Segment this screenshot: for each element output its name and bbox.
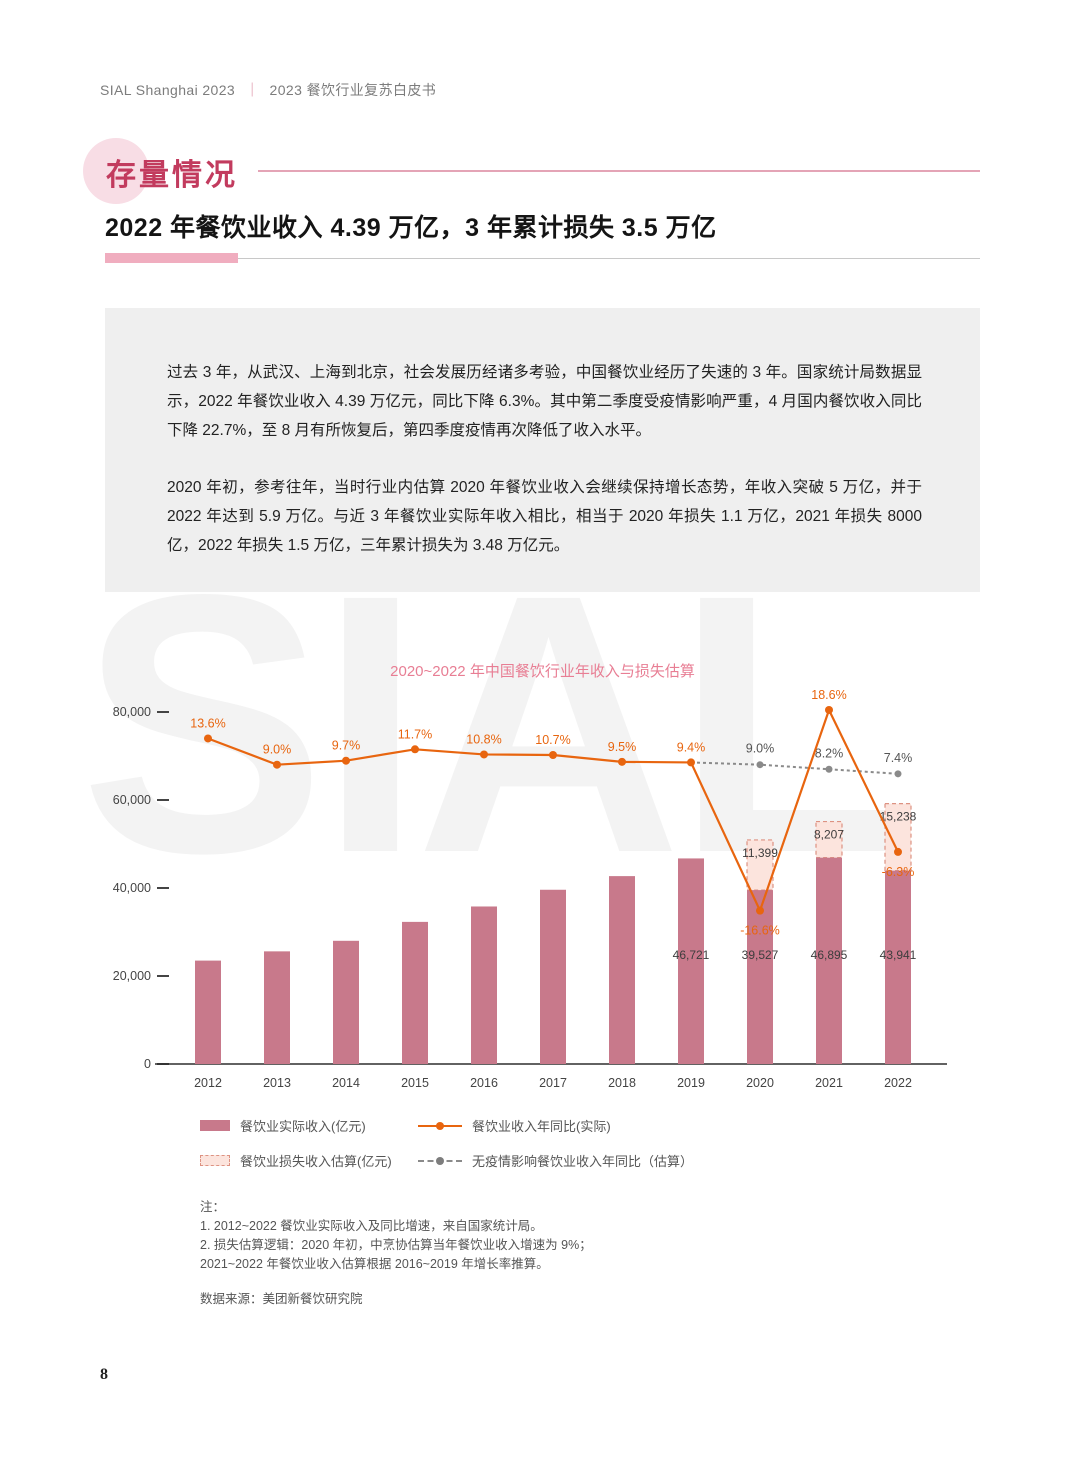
svg-text:2017: 2017 — [539, 1076, 567, 1090]
svg-text:2013: 2013 — [263, 1076, 291, 1090]
bar-swatch-icon — [200, 1120, 230, 1131]
svg-text:-16.6%: -16.6% — [740, 924, 780, 938]
svg-text:20,000: 20,000 — [113, 969, 151, 983]
svg-text:7.4%: 7.4% — [884, 751, 913, 765]
svg-text:43,941: 43,941 — [880, 948, 917, 962]
svg-text:9.7%: 9.7% — [332, 739, 361, 753]
note-line-1: 1. 2012~2022 餐饮业实际收入及同比增速，来自国家统计局。 — [200, 1219, 543, 1233]
page-header: SIAL Shanghai 2023 ｜ 2023 餐饮行业复苏白皮书 — [100, 80, 436, 100]
svg-text:8,207: 8,207 — [814, 828, 844, 842]
header-separator: ｜ — [245, 82, 260, 98]
svg-text:80,000: 80,000 — [113, 705, 151, 719]
note-line-2: 2. 损失估算逻辑：2020 年初，中烹协估算当年餐饮业收入增速为 9%； — [200, 1238, 592, 1252]
svg-text:10.7%: 10.7% — [535, 733, 570, 747]
orange-line-swatch-icon — [418, 1124, 462, 1127]
svg-text:11.7%: 11.7% — [398, 727, 433, 741]
section-accent-circle — [83, 138, 149, 204]
dashed-bar-swatch-icon — [200, 1155, 230, 1166]
svg-text:40,000: 40,000 — [113, 881, 151, 895]
svg-text:10.8%: 10.8% — [466, 732, 501, 746]
page-title: 2022 年餐饮业收入 4.39 万亿，3 年累计损失 3.5 万亿 — [105, 214, 717, 242]
svg-text:11,399: 11,399 — [742, 846, 778, 860]
svg-text:46,721: 46,721 — [673, 948, 710, 962]
section-divider-line — [258, 170, 980, 172]
svg-text:9.0%: 9.0% — [746, 742, 775, 756]
legend-label: 餐饮业实际收入(亿元) — [240, 1119, 366, 1134]
svg-text:60,000: 60,000 — [113, 793, 151, 807]
legend-item-yoy-actual: 餐饮业收入年同比(实际) — [418, 1116, 611, 1135]
svg-text:2014: 2014 — [332, 1076, 360, 1090]
data-source: 数据来源：美团新餐饮研究院 — [200, 1292, 363, 1306]
gray-dashed-line-swatch-icon — [418, 1159, 462, 1162]
svg-text:9.4%: 9.4% — [677, 740, 706, 754]
svg-text:9.5%: 9.5% — [608, 740, 637, 754]
chart-legend: 餐饮业实际收入(亿元) 餐饮业收入年同比(实际) 餐饮业损失收入估算(亿元) 无… — [200, 1116, 693, 1186]
svg-text:0: 0 — [144, 1057, 151, 1071]
page-number: 8 — [100, 1366, 108, 1383]
svg-text:2022: 2022 — [884, 1076, 912, 1090]
notes-heading: 注： — [200, 1200, 226, 1214]
revenue-loss-chart: 0 20,000 40,000 60,000 80,000 2012 2013 2014 201… — [113, 688, 947, 1090]
svg-text:2018: 2018 — [608, 1076, 636, 1090]
intro-paragraph-2: 2020 年初，参考往年，当时行业内估算 2020 年餐饮业收入会继续保持增长态… — [167, 479, 922, 554]
title-accent-bar — [105, 253, 238, 263]
header-brand: SIAL Shanghai 2023 — [100, 82, 236, 98]
title-divider-line — [105, 258, 980, 259]
legend-item-actual-revenue: 餐饮业实际收入(亿元) — [200, 1116, 418, 1135]
svg-text:8.2%: 8.2% — [815, 746, 844, 760]
svg-text:2016: 2016 — [470, 1076, 498, 1090]
legend-label: 餐饮业损失收入估算(亿元) — [240, 1154, 392, 1169]
svg-text:13.6%: 13.6% — [190, 716, 225, 730]
svg-text:2021: 2021 — [815, 1076, 843, 1090]
legend-label: 餐饮业收入年同比(实际) — [472, 1119, 611, 1134]
section-label: 存量情况 — [106, 159, 238, 192]
legend-item-yoy-estimate: 无疫情影响餐饮业收入年同比（估算） — [418, 1151, 693, 1170]
header-doc-title: 2023 餐饮行业复苏白皮书 — [269, 82, 437, 98]
chart-title: 2020~2022 年中国餐饮行业年收入与损失估算 — [390, 663, 695, 680]
legend-label: 无疫情影响餐饮业收入年同比（估算） — [472, 1154, 694, 1169]
svg-text:2019: 2019 — [677, 1076, 705, 1090]
svg-text:9.0%: 9.0% — [263, 743, 292, 757]
note-line-3: 2021~2022 年餐饮业收入估算根据 2016~2019 年增长率推算。 — [200, 1257, 549, 1271]
intro-box: 过去 3 年，从武汉、上海到北京，社会发展历经诸多考验，中国餐饮业经历了失速的 … — [105, 308, 980, 592]
svg-text:2020: 2020 — [746, 1076, 774, 1090]
svg-text:-6.3%: -6.3% — [882, 865, 915, 879]
svg-text:18.6%: 18.6% — [811, 688, 846, 702]
svg-text:46,895: 46,895 — [811, 948, 848, 962]
intro-paragraph-1: 过去 3 年，从武汉、上海到北京，社会发展历经诸多考验，中国餐饮业经历了失速的 … — [167, 364, 922, 439]
chart-notes: 注： 1. 2012~2022 餐饮业实际收入及同比增速，来自国家统计局。 2.… — [200, 1198, 592, 1309]
svg-text:39,527: 39,527 — [742, 948, 779, 962]
svg-text:2012: 2012 — [194, 1076, 222, 1090]
svg-text:15,238: 15,238 — [880, 810, 917, 824]
legend-item-loss-estimate: 餐饮业损失收入估算(亿元) — [200, 1151, 418, 1170]
svg-text:2015: 2015 — [401, 1076, 429, 1090]
